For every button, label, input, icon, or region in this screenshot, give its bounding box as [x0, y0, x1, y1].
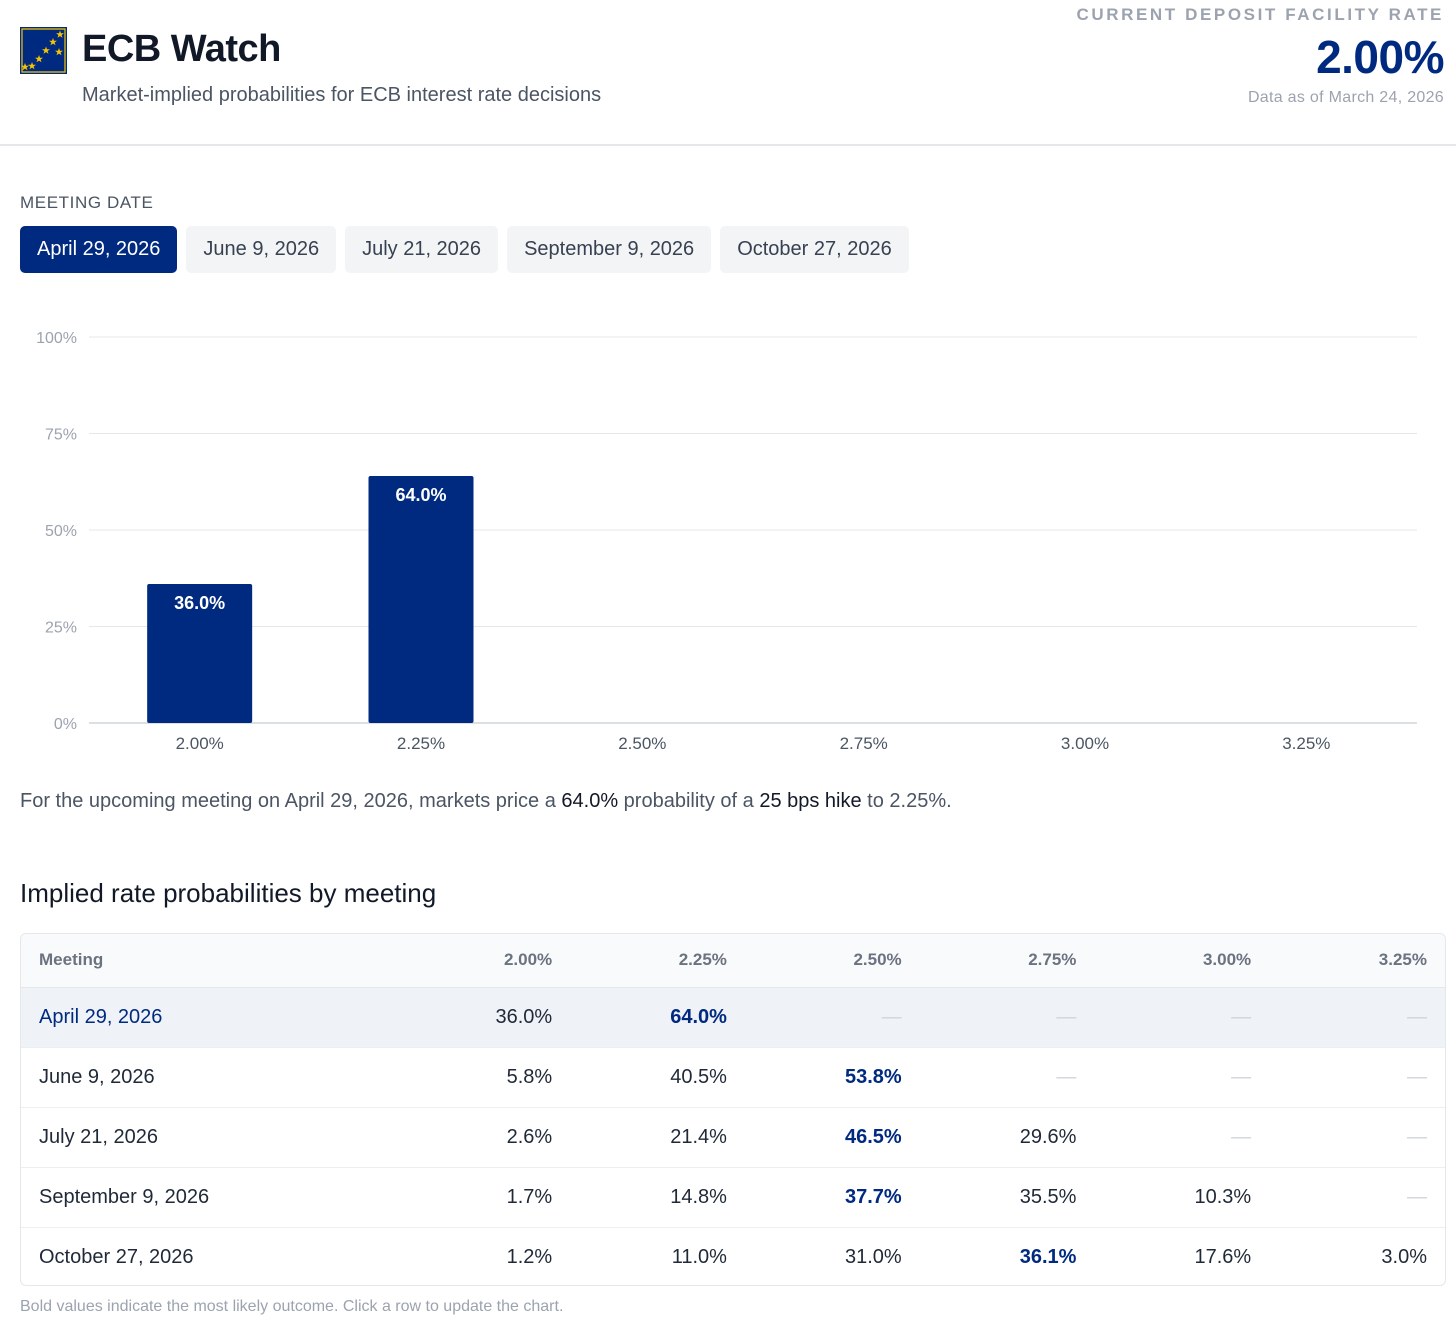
summary-middle: probability of a: [618, 790, 760, 812]
outlook-summary: For the upcoming meeting on April 29, 20…: [20, 790, 952, 813]
probability-cell: 29.6%: [1019, 1125, 1077, 1148]
table-row[interactable]: October 27, 2026 1.2% 11.0% 31.0% 36.1% 17.6%…: [21, 1227, 1445, 1285]
bar-data-label: 36.0%: [174, 593, 225, 613]
probability-cell: —: [881, 1005, 902, 1028]
column-header: 3.00%: [1094, 934, 1270, 988]
summary-probability: 64.0%: [561, 790, 619, 812]
probability-cell: 2.6%: [506, 1125, 553, 1148]
meeting-cell: July 21, 2026: [39, 1125, 158, 1148]
probability-cell: —: [1407, 1185, 1427, 1208]
meeting-cell: October 27, 2026: [39, 1245, 194, 1268]
probability-bar: [147, 584, 253, 723]
probability-bar-chart: 0% 25% 50% 75% 100% 36.0% 2.00% 64.0% 2.25% 2.50%…: [36, 330, 1417, 753]
tab-july-21-2026[interactable]: July 21, 2026: [345, 226, 499, 273]
y-tick-label: 50%: [45, 523, 77, 540]
eu-flag-icon: [20, 27, 67, 74]
tab-october-27-2026[interactable]: October 27, 2026: [720, 226, 909, 273]
probability-cell: 17.6%: [1194, 1245, 1252, 1268]
probability-cell: 3.0%: [1381, 1245, 1427, 1268]
y-tick-label: 75%: [45, 427, 77, 444]
probability-table: Meeting 2.00% 2.25% 2.50% 2.75% 3.00% 3.…: [20, 933, 1446, 1286]
probability-cell: —: [1407, 1005, 1427, 1028]
meeting-cell: April 29, 2026: [39, 1005, 163, 1028]
probability-cell: —: [1407, 1125, 1427, 1148]
x-tick-label: 2.50%: [618, 734, 666, 753]
column-header: 2.75%: [919, 934, 1095, 988]
tab-april-29-2026[interactable]: April 29, 2026: [20, 226, 178, 273]
probability-cell: —: [1231, 1005, 1252, 1028]
column-header: 3.25%: [1269, 934, 1445, 988]
probability-cell: 53.8%: [844, 1065, 902, 1088]
x-tick-label: 2.00%: [176, 734, 224, 753]
probability-cell: 37.7%: [844, 1185, 902, 1208]
summary-suffix: to 2.25%.: [861, 790, 952, 812]
probability-cell: —: [1231, 1065, 1252, 1088]
x-tick-label: 3.25%: [1282, 734, 1330, 753]
column-header: 2.50%: [744, 934, 920, 988]
probability-cell: 36.0%: [495, 1005, 553, 1028]
x-tick-label: 2.75%: [840, 734, 888, 753]
y-tick-label: 0%: [54, 716, 77, 733]
column-header: Meeting: [21, 934, 396, 988]
probability-cell: 1.7%: [506, 1185, 553, 1208]
data-as-of: Data as of March 24, 2026: [1247, 89, 1444, 106]
probability-cell: 1.2%: [506, 1245, 553, 1268]
app-subtitle: Market-implied probabilities for ECB int…: [82, 84, 602, 106]
page-header: ECB Watch Market-implied probabilities f…: [0, 0, 1456, 146]
table-row[interactable]: April 29, 2026 36.0% 64.0% — — — —: [21, 987, 1445, 1047]
probability-cell: 36.1%: [1019, 1245, 1077, 1268]
probability-cell: 40.5%: [670, 1065, 727, 1088]
probability-cell: 31.0%: [844, 1245, 902, 1268]
probability-cell: —: [1056, 1065, 1077, 1088]
probability-cell: 35.5%: [1019, 1185, 1077, 1208]
current-rate-value: 2.00%: [1316, 31, 1444, 83]
tab-september-9-2026[interactable]: September 9, 2026: [507, 226, 712, 273]
probability-cell: —: [1056, 1005, 1077, 1028]
meeting-cell: September 9, 2026: [39, 1185, 210, 1208]
probability-cell: —: [1231, 1125, 1252, 1148]
probability-cell: 11.0%: [671, 1245, 727, 1268]
probability-cell: 5.8%: [506, 1065, 553, 1088]
bar-data-label: 64.0%: [395, 485, 446, 505]
table-row[interactable]: September 9, 2026 1.7% 14.8% 37.7% 35.5% 10.3…: [21, 1167, 1445, 1227]
probability-cell: 14.8%: [670, 1185, 727, 1208]
summary-prefix: For the upcoming meeting on April 29, 20…: [20, 790, 562, 812]
table-row[interactable]: July 21, 2026 2.6% 21.4% 46.5% 29.6% — —: [21, 1107, 1445, 1167]
table-footnote: Bold values indicate the most likely out…: [20, 1298, 564, 1315]
column-header: 2.25%: [570, 934, 745, 988]
y-tick-label: 100%: [36, 330, 77, 347]
y-tick-label: 25%: [45, 620, 77, 637]
probability-bar: [368, 475, 474, 723]
probability-cell: 21.4%: [670, 1125, 727, 1148]
app-title: ECB Watch: [82, 28, 281, 70]
x-tick-label: 2.25%: [397, 734, 445, 753]
probability-cell: 64.0%: [670, 1005, 727, 1028]
probability-cell: —: [1407, 1065, 1427, 1088]
column-header: 2.00%: [395, 934, 571, 988]
table-header-row: Meeting 2.00% 2.25% 2.50% 2.75% 3.00% 3.…: [21, 934, 1445, 988]
table-row[interactable]: June 9, 2026 5.8% 40.5% 53.8% — — —: [21, 1047, 1445, 1107]
tab-june-9-2026[interactable]: June 9, 2026: [186, 226, 337, 273]
probability-cell: 46.5%: [844, 1125, 902, 1148]
meeting-cell: June 9, 2026: [39, 1065, 155, 1088]
current-rate-caption: CURRENT DEPOSIT FACILITY RATE: [1076, 5, 1444, 24]
probability-cell: 10.3%: [1194, 1185, 1252, 1208]
table-title: Implied rate probabilities by meeting: [20, 878, 437, 908]
meeting-date-label: MEETING DATE: [20, 193, 154, 212]
x-tick-label: 3.00%: [1061, 734, 1109, 753]
meeting-tabs: April 29, 2026 June 9, 2026 July 21, 202…: [20, 226, 909, 273]
summary-action: 25 bps hike: [759, 790, 862, 812]
